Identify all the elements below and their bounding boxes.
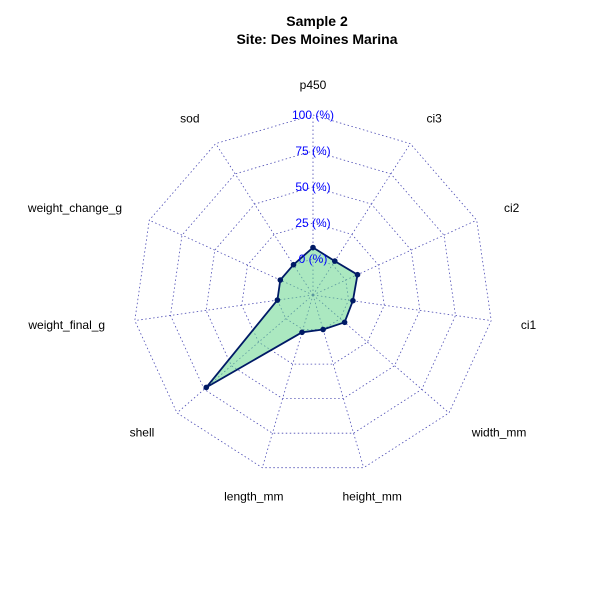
data-point-shell bbox=[203, 384, 210, 391]
axis-label-ci2: ci2 bbox=[504, 201, 520, 215]
data-point-weight_change_g bbox=[277, 277, 284, 283]
data-layer bbox=[203, 244, 361, 391]
ring-label-75: 75 (%) bbox=[295, 144, 330, 158]
axis-label-ci1: ci1 bbox=[521, 318, 537, 332]
axis-label-ci3: ci3 bbox=[427, 111, 443, 125]
ring-label-layer: 0 (%) 25 (%) 50 (%) 75 (%) 100 (%) bbox=[292, 108, 334, 266]
grid-ring-4 bbox=[170, 150, 456, 434]
data-point-height_mm bbox=[320, 326, 326, 333]
ring-label-25: 25 (%) bbox=[295, 216, 330, 230]
data-point-ci1 bbox=[350, 297, 356, 304]
data-point-ci3 bbox=[332, 258, 338, 264]
axis-label-weight-change-g: weight_change_g bbox=[27, 201, 122, 215]
data-point-length_mm bbox=[299, 329, 305, 336]
chart-subtitle: Site: Des Moines Marina bbox=[236, 31, 397, 47]
axis-label-sod: sod bbox=[180, 111, 199, 125]
axis-label-height-mm: height_mm bbox=[343, 490, 402, 504]
axis-label-layer: p450 ci3 ci2 ci1 width_mm height_mm length_mm s… bbox=[27, 78, 537, 504]
data-point-weight_final_g bbox=[274, 297, 281, 303]
data-point-sod bbox=[290, 261, 297, 268]
axis-label-shell: shell bbox=[130, 426, 155, 440]
ring-label-100: 100 (%) bbox=[292, 108, 334, 122]
axis-label-weight-final-g: weight_final_g bbox=[27, 318, 105, 332]
chart-title: Sample 2 bbox=[286, 13, 348, 29]
data-point-ci2 bbox=[354, 271, 361, 278]
ring-label-0: 0 (%) bbox=[299, 252, 328, 266]
axis-label-width-mm: width_mm bbox=[471, 426, 527, 440]
ring-label-50: 50 (%) bbox=[295, 180, 330, 194]
axis-label-length-mm: length_mm bbox=[224, 490, 283, 504]
data-point-p450 bbox=[310, 244, 316, 251]
data-series-area bbox=[205, 246, 359, 389]
data-point-width_mm bbox=[341, 319, 348, 326]
axis-label-p450: p450 bbox=[300, 78, 327, 92]
